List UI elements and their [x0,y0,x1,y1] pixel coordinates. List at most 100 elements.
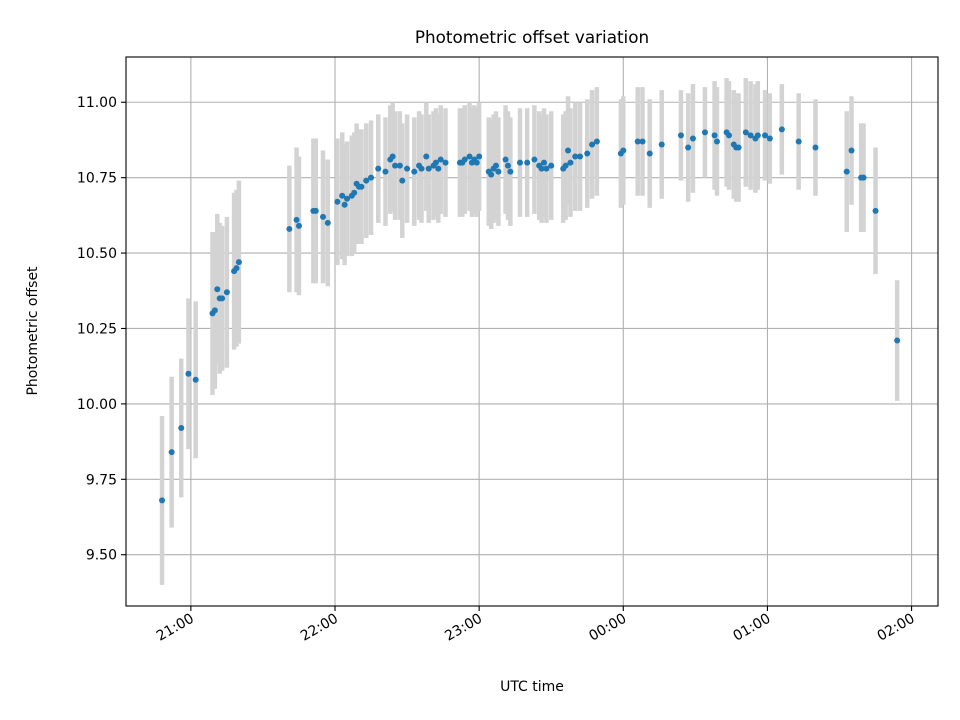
data-point [295,222,302,229]
data-point [341,201,348,208]
data-point [860,174,867,181]
data-point [754,132,761,139]
data-point [178,425,185,432]
data-point [168,449,175,456]
data-point [382,168,389,175]
grid [126,57,938,606]
data-point [211,307,218,314]
data-point [442,159,449,166]
data-point [894,337,901,344]
data-point [375,165,382,172]
data-point [334,198,341,205]
data-point [192,376,199,383]
data-point [543,165,550,172]
data-point [538,165,545,172]
data-point [713,138,720,145]
error-bars [159,78,900,585]
x-axis-label: UTC time [500,679,564,695]
data-point [689,135,696,142]
data-point [701,129,708,136]
data-point [589,141,596,148]
data-point [584,150,591,157]
data-point [541,159,548,166]
data-point [293,216,300,223]
x-tick-label: 23:00 [442,611,485,645]
data-point [735,144,742,151]
data-point [562,162,569,169]
data-point [363,177,370,184]
data-point [396,162,403,169]
data-point [286,225,293,232]
data-point [677,132,684,139]
data-point [476,153,483,160]
data-point [639,138,646,145]
data-point [223,289,230,296]
y-tick-label: 10.50 [77,246,117,262]
data-point [812,144,819,151]
data-point [685,144,692,151]
data-point [548,162,555,169]
x-axis: 21:00 22:00 23:00 00:00 01:00 02:00 [154,606,918,645]
data-point [620,147,627,154]
data-point [389,153,396,160]
data-point [214,286,221,293]
data-point [435,165,442,172]
data-point [634,138,641,145]
data-point [392,162,399,169]
data-point [795,138,802,145]
data-point [344,195,351,202]
data-point [567,159,574,166]
x-tick-label: 22:00 [298,611,341,645]
x-tick-label: 02:00 [875,611,918,645]
data-point [492,162,499,169]
data-point [507,168,514,175]
data-point [565,147,572,154]
data-point [711,132,718,139]
data-point [504,162,511,169]
data-point [235,259,242,266]
x-tick-label: 21:00 [154,611,197,645]
data-point [502,156,509,163]
y-axis: 9.50 9.75 10.00 10.25 10.50 10.75 11.00 [77,95,126,564]
data-point [725,132,732,139]
data-point [312,207,319,214]
data-point [418,165,425,172]
data-point [358,183,365,190]
chart-title: Photometric offset variation [415,27,649,47]
data-point [473,159,480,166]
data-point [762,132,769,139]
data-point [778,126,785,133]
data-point [593,138,600,145]
data-point [531,156,538,163]
y-tick-label: 10.25 [77,321,117,337]
data-point [324,219,331,226]
data-point [572,153,579,160]
data-point [747,132,754,139]
data-point [425,165,432,172]
y-tick-label: 11.00 [77,95,117,111]
data-point [339,192,346,199]
data-point [495,168,502,175]
data-point [577,153,584,160]
data-point [461,156,468,163]
data-point [848,147,855,154]
data-point [437,156,444,163]
data-point [742,129,749,136]
data-point [646,150,653,157]
data-point [423,153,430,160]
data-point [872,207,879,214]
data-point [399,177,406,184]
data-point [488,171,495,178]
y-tick-label: 10.75 [77,171,117,187]
data-point [319,213,326,220]
y-tick-label: 9.75 [86,472,117,488]
data-point [219,295,226,302]
data-points [159,126,901,504]
plot-frame [125,56,939,607]
data-point [516,159,523,166]
data-point [159,497,166,504]
data-point [658,141,665,148]
data-point [351,189,358,196]
y-tick-label: 9.50 [86,548,117,564]
data-point [233,265,240,272]
